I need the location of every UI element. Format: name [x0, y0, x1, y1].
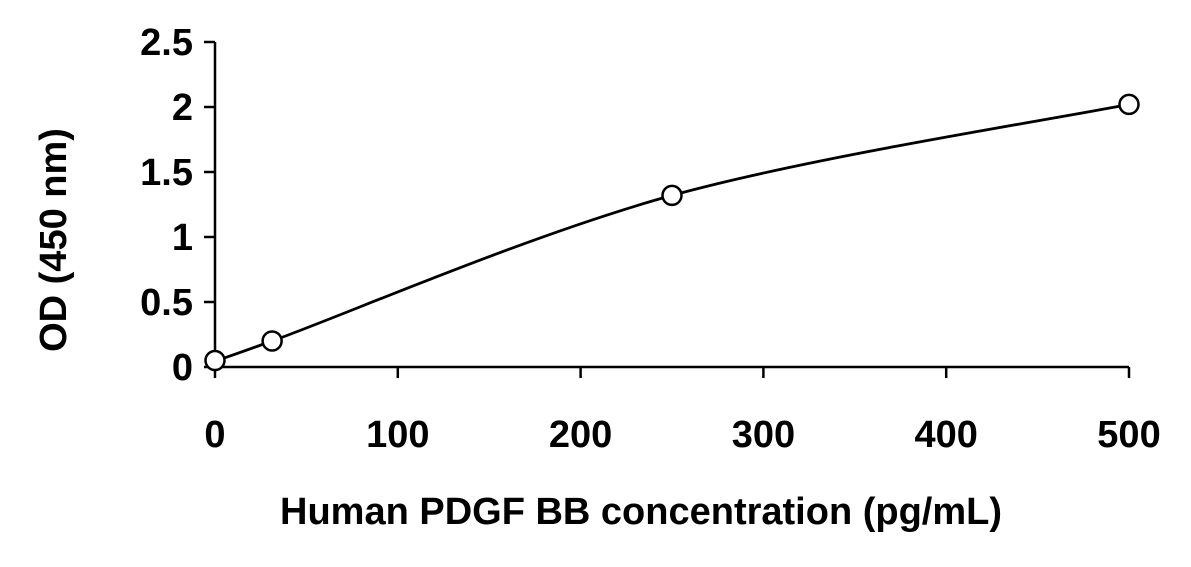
y-tick-group: 0 0.5 1 1.5 2 2.5 [140, 22, 215, 389]
y-tick-label: 0 [172, 347, 193, 389]
x-tick-label: 300 [732, 414, 795, 456]
y-tick-label: 2.5 [140, 22, 193, 64]
x-tick-label: 100 [366, 414, 429, 456]
x-tick-group: 0 100 200 300 400 500 [204, 367, 1161, 456]
x-tick-label: 400 [914, 414, 977, 456]
y-tick-label: 1.5 [140, 152, 193, 194]
y-tick-label: 2 [172, 87, 193, 129]
data-point [204, 349, 226, 372]
y-tick-label: 1 [172, 217, 193, 259]
x-tick-label: 500 [1097, 414, 1160, 456]
plot-area [204, 93, 1140, 372]
data-points [204, 93, 1140, 372]
x-axis: 0 100 200 300 400 500 [204, 365, 1161, 456]
fit-curve [214, 103, 1130, 362]
y-axis-title: OD (450 nm) [33, 128, 75, 352]
y-tick-label: 0.5 [140, 282, 193, 324]
data-point [661, 184, 683, 207]
x-axis-title: Human PDGF BB concentration (pg/mL) [280, 491, 1002, 533]
y-axis: 0 0.5 1 1.5 2 2.5 [140, 22, 217, 389]
data-point [1118, 93, 1140, 116]
x-tick-label: 0 [204, 414, 225, 456]
data-point [261, 330, 283, 352]
x-tick-label: 200 [549, 414, 612, 456]
